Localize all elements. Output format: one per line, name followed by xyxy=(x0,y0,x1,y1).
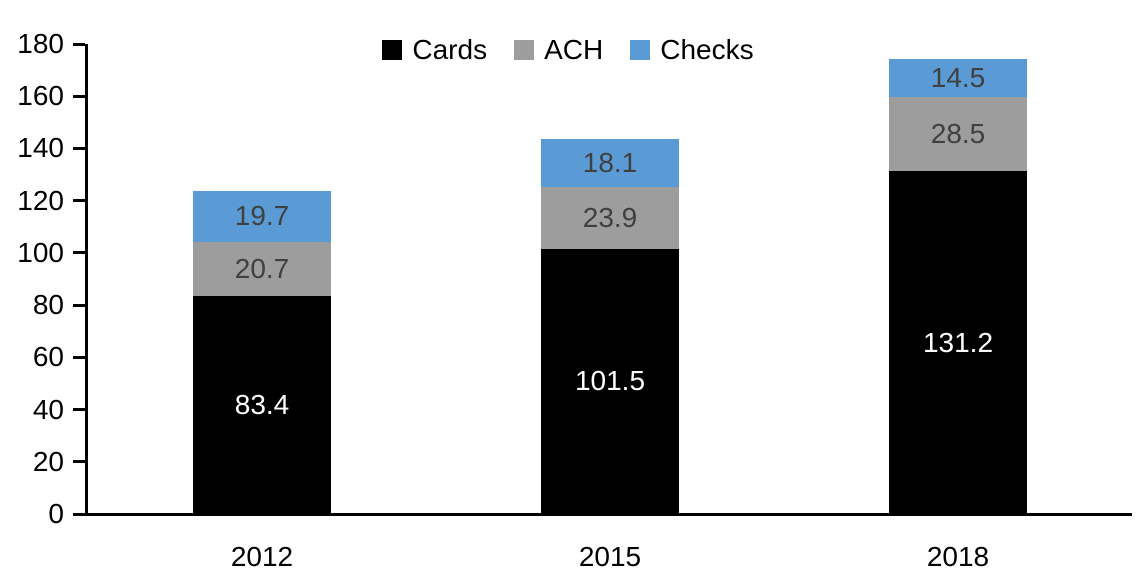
bar-segment-ach-2012: 20.7 xyxy=(193,242,331,297)
y-axis-tick xyxy=(73,355,85,359)
x-axis-category-label: 2018 xyxy=(926,541,990,572)
y-axis-tick xyxy=(73,199,85,203)
legend-swatch-ach xyxy=(514,40,535,60)
y-axis-tick xyxy=(73,408,85,412)
bar-segment-cards-2015: 101.5 xyxy=(541,248,679,514)
bar-segment-value-label: 101.5 xyxy=(574,365,646,397)
y-axis-tick xyxy=(73,251,85,255)
legend-swatch-checks xyxy=(630,40,651,60)
x-axis-line xyxy=(73,512,1132,516)
y-axis-tick xyxy=(73,94,85,98)
y-axis-tick-label: 180 xyxy=(17,28,64,59)
legend-label: Cards xyxy=(412,34,488,65)
y-axis-tick xyxy=(73,146,85,150)
legend-label: ACH xyxy=(544,34,604,65)
bar-segment-value-label: 83.4 xyxy=(234,389,290,421)
bar-segment-value-label: 19.7 xyxy=(234,200,290,232)
bar-segment-cards-2012: 83.4 xyxy=(193,296,331,514)
chart-legend: Cards ACH Checks xyxy=(0,36,1136,64)
y-axis-tick xyxy=(73,42,85,46)
bar-segment-ach-2015: 23.9 xyxy=(541,186,679,249)
x-axis-category-label: 2015 xyxy=(578,541,642,572)
y-axis-tick-label: 0 xyxy=(48,498,64,529)
y-axis-tick-label: 20 xyxy=(32,445,64,477)
y-axis-tick xyxy=(73,460,85,464)
bar-segment-checks-2018: 14.5 xyxy=(889,59,1027,97)
bar-segment-value-label: 20.7 xyxy=(234,253,290,285)
y-axis-tick-label: 120 xyxy=(17,184,64,216)
bar-segment-ach-2018: 28.5 xyxy=(889,97,1027,172)
y-axis-tick-label: 60 xyxy=(32,341,64,373)
bar-segment-checks-2015: 18.1 xyxy=(541,139,679,187)
y-axis-line xyxy=(85,44,88,515)
legend-swatch-cards xyxy=(382,40,403,60)
bar-segment-value-label: 28.5 xyxy=(930,118,986,150)
y-axis-tick-label: 100 xyxy=(17,236,64,268)
y-axis-tick xyxy=(73,303,85,307)
bar-segment-value-label: 14.5 xyxy=(930,62,986,94)
y-axis-tick-label: 80 xyxy=(32,289,64,321)
bar-segment-value-label: 23.9 xyxy=(582,201,638,233)
bar-segment-value-label: 131.2 xyxy=(922,326,994,358)
y-axis-tick-label: 140 xyxy=(17,132,64,164)
legend-item-checks: Checks xyxy=(630,34,754,65)
bar-segment-cards-2018: 131.2 xyxy=(889,171,1027,514)
y-axis-tick-label: 160 xyxy=(17,80,64,112)
bar-segment-value-label: 18.1 xyxy=(582,146,638,178)
legend-item-ach: ACH xyxy=(514,36,603,64)
bar-segment-checks-2012: 19.7 xyxy=(193,190,331,243)
legend-item-cards: Cards xyxy=(382,36,487,64)
legend-label: Checks xyxy=(660,34,754,65)
y-axis-tick-label: 40 xyxy=(32,393,64,425)
x-axis-category-label: 2012 xyxy=(230,541,294,572)
